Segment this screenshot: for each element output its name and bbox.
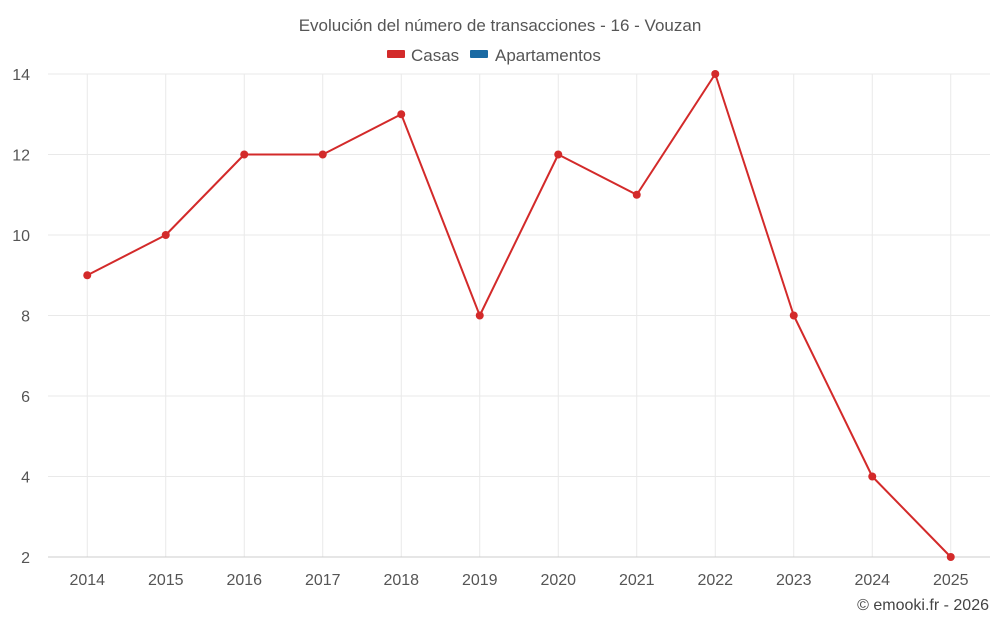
x-tick-label: 2024 bbox=[854, 572, 890, 589]
y-tick-label: 6 bbox=[21, 389, 30, 406]
data-point-casas-2014[interactable] bbox=[83, 271, 92, 280]
x-tick-label: 2017 bbox=[305, 572, 341, 589]
data-point-casas-2025[interactable] bbox=[946, 553, 955, 561]
data-point-casas-2022[interactable] bbox=[711, 70, 720, 78]
legend-item-apartamentos[interactable]: Apartamentos bbox=[470, 46, 601, 65]
data-point-casas-2018[interactable] bbox=[397, 110, 406, 119]
data-point-casas-2021[interactable] bbox=[632, 190, 641, 199]
y-tick-label: 2 bbox=[21, 550, 30, 567]
legend-label-casas: Casas bbox=[411, 46, 459, 65]
x-tick-label: 2015 bbox=[148, 572, 184, 589]
legend-label-apartamentos: Apartamentos bbox=[495, 46, 601, 65]
y-tick-label: 4 bbox=[21, 470, 30, 487]
y-tick-label: 12 bbox=[12, 148, 30, 165]
grid bbox=[48, 73, 990, 557]
series bbox=[83, 70, 955, 561]
data-point-casas-2023[interactable] bbox=[789, 311, 798, 320]
x-tick-label: 2021 bbox=[619, 572, 655, 589]
x-tick-label: 2025 bbox=[933, 572, 969, 589]
legend-swatch-apartamentos bbox=[470, 50, 488, 58]
y-tick-label: 14 bbox=[12, 67, 30, 84]
x-tick-label: 2023 bbox=[776, 572, 812, 589]
series-line-casas bbox=[86, 73, 952, 558]
x-tick-label: 2022 bbox=[697, 572, 733, 589]
data-point-casas-2016[interactable] bbox=[240, 150, 249, 159]
legend-item-casas[interactable]: Casas bbox=[387, 46, 459, 65]
data-point-casas-2024[interactable] bbox=[868, 472, 877, 481]
legend-swatch-casas bbox=[387, 50, 405, 58]
x-tick-label: 2018 bbox=[383, 572, 419, 589]
y-tick-label: 10 bbox=[12, 228, 30, 245]
data-point-casas-2019[interactable] bbox=[475, 311, 484, 320]
credit-text: © emooki.fr - 2026 bbox=[857, 597, 989, 614]
data-point-casas-2017[interactable] bbox=[318, 150, 327, 159]
x-tick-label: 2014 bbox=[69, 572, 105, 589]
x-tick-label: 2020 bbox=[540, 572, 576, 589]
x-tick-label: 2016 bbox=[226, 572, 262, 589]
x-tick-label: 2019 bbox=[462, 572, 498, 589]
axes: 2 4 6 8 10 12 14 2014 2015 2016 2017 2018 2019 2020 20… bbox=[12, 67, 990, 589]
data-point-casas-2020[interactable] bbox=[554, 150, 563, 159]
chart-title: Evolución del número de transacciones - … bbox=[299, 16, 702, 35]
data-point-casas-2015[interactable] bbox=[161, 231, 170, 239]
y-tick-label: 8 bbox=[21, 309, 30, 326]
legend: Casas Apartamentos bbox=[387, 46, 601, 65]
